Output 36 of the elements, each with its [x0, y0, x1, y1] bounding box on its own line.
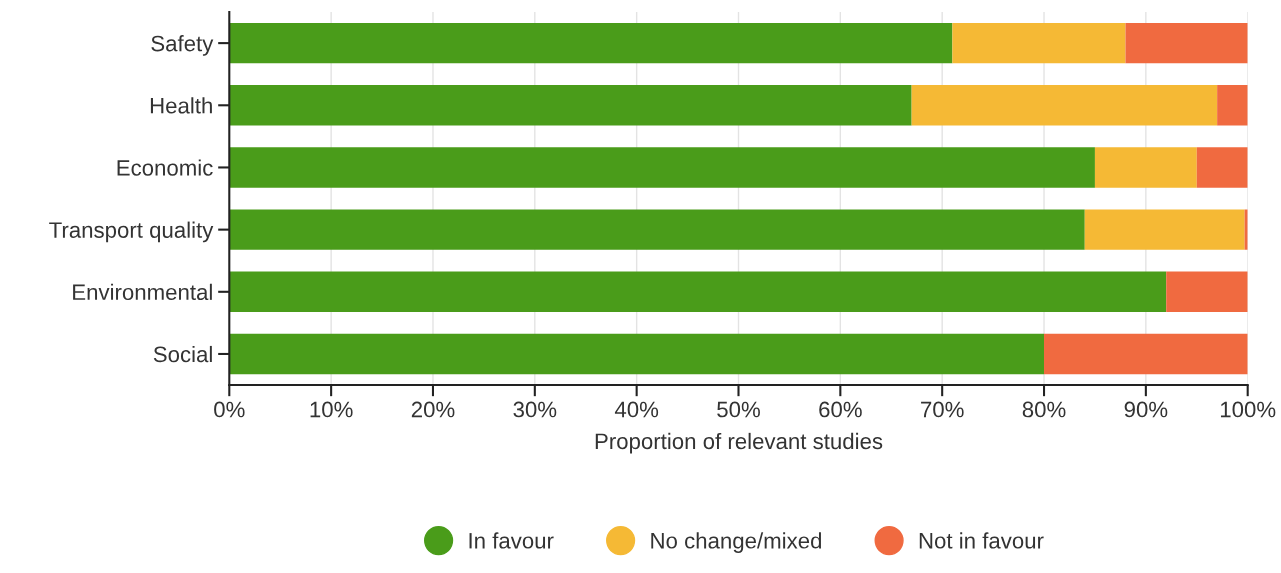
- legend-label: In favour: [469, 532, 554, 549]
- legend-label: Not in favour: [919, 532, 1044, 549]
- x-tick-label: 60%: [819, 401, 862, 418]
- x-tick-label: 100%: [1220, 401, 1276, 418]
- x-tick-label: 50%: [717, 401, 760, 418]
- bar: [1094, 147, 1197, 188]
- x-tick-label: 80%: [1022, 401, 1066, 418]
- x-tick-label: 30%: [513, 401, 557, 418]
- bar: [229, 209, 1085, 250]
- y-tick-label: Social: [153, 345, 212, 363]
- bar: [229, 147, 1095, 188]
- bar: [911, 85, 1218, 126]
- y-tick-label: Environmental: [73, 283, 212, 301]
- x-axis-title: Proportion of relevant studies: [595, 432, 883, 454]
- x-tick-label: 0%: [214, 401, 245, 418]
- y-tick-label: Safety: [151, 35, 214, 56]
- x-tick-label: 20%: [411, 401, 455, 418]
- x-tick-label: 70%: [921, 401, 964, 418]
- bar: [229, 85, 912, 126]
- bar: [229, 333, 1045, 375]
- bar: [229, 22, 953, 64]
- y-tick-label: Economic: [117, 159, 213, 176]
- x-tick-label: 10%: [310, 401, 353, 418]
- legend-label: No change/mixed: [651, 532, 822, 553]
- bar: [1196, 147, 1248, 188]
- x-tick-label: 40%: [614, 401, 659, 418]
- bar: [1166, 271, 1248, 313]
- x-tick-label: 90%: [1124, 401, 1168, 418]
- bar: [1044, 333, 1248, 375]
- bar: [1084, 209, 1245, 250]
- bar: [952, 22, 1126, 64]
- bar: [1217, 85, 1248, 126]
- bar: [1125, 22, 1248, 64]
- y-tick-label: Transport quality: [49, 221, 214, 243]
- y-tick-label: Health: [150, 97, 212, 114]
- bar: [229, 271, 1167, 313]
